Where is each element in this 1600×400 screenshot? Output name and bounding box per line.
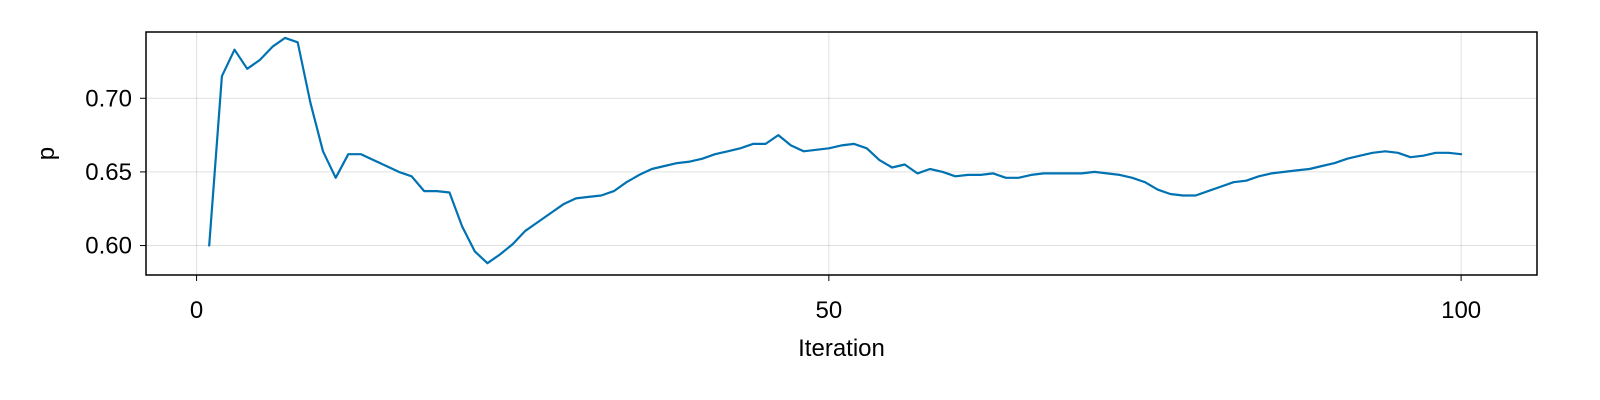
- grid: [146, 32, 1537, 275]
- axis-ticks: [140, 97, 1462, 281]
- x-tick-label: 50: [816, 297, 843, 324]
- series-line: [208, 36, 1463, 265]
- x-axis-title: Iteration: [798, 335, 885, 362]
- x-tick-label: 0: [190, 297, 203, 324]
- y-tick-label: 0.65: [85, 159, 132, 186]
- y-tick-label: 0.60: [85, 233, 132, 260]
- x-tick-label: 100: [1441, 297, 1481, 324]
- plot-frame: [145, 31, 1538, 276]
- tick-labels: 0 50 100 0.60 0.65 0.70: [85, 85, 1481, 324]
- series-layer: [208, 36, 1463, 265]
- y-tick-label: 0.70: [85, 85, 132, 112]
- y-axis-title: p: [33, 147, 60, 160]
